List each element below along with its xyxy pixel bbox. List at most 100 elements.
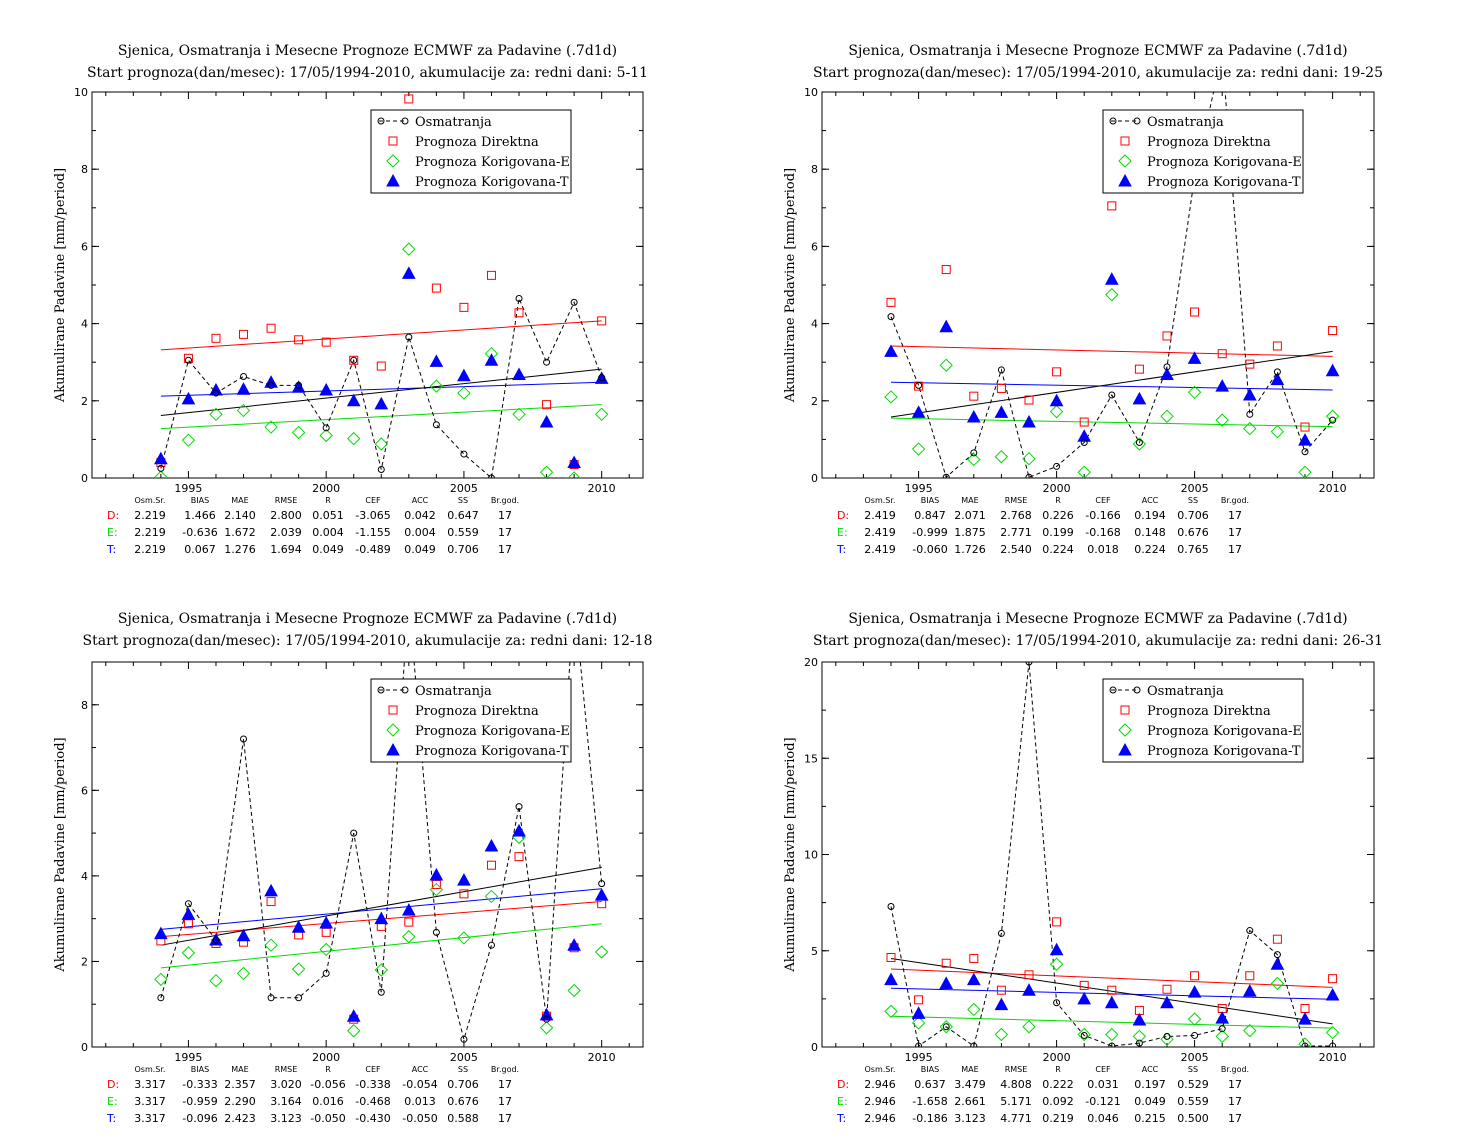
observed-point: [1053, 999, 1061, 1007]
corrected-e-forecast-point: [181, 433, 196, 447]
stats-value: 17: [1228, 526, 1242, 539]
stats-value: 4.771: [1000, 1112, 1032, 1125]
chart-subtitle: Start prognoza(dan/mesec): 17/05/1994-20…: [813, 65, 1383, 81]
corrected-t-forecast-point: [939, 976, 954, 989]
observed-point: [571, 595, 577, 601]
y-tick-label: 8: [81, 699, 88, 712]
y-tick-label: 10: [74, 86, 88, 99]
corrected-t-forecast-point: [1049, 942, 1064, 956]
y-tick-label: 4: [81, 870, 88, 883]
corrected-e-forecast-point: [1022, 1020, 1036, 1034]
corrected-e-forecast-point: [291, 962, 306, 976]
observed-trend-line: [890, 350, 1333, 418]
stats-value: 0.004: [404, 526, 436, 539]
observed-point: [570, 298, 578, 306]
x-tick-label: 1995: [174, 482, 202, 495]
y-tick-label: 2: [81, 955, 88, 968]
direct-forecast-trend-line: [890, 345, 1333, 357]
corrected-e-forecast-trend-line: [160, 923, 602, 969]
stats-value: -0.186: [912, 1112, 947, 1125]
corrected-t-forecast-point: [567, 938, 581, 951]
stats-header: RMSE: [275, 496, 298, 505]
legend-marker-corrected-e-forecast: [386, 154, 400, 168]
stats-value: -0.636: [182, 526, 217, 539]
y-tick-label: 2: [811, 395, 818, 408]
stats-header: Osm.Sr.: [865, 1065, 896, 1074]
direct-forecast-point: [1328, 326, 1338, 336]
corrected-e-forecast-point: [884, 390, 898, 404]
corrected-t-forecast-trend-line: [160, 888, 602, 930]
observed-point: [1163, 1032, 1171, 1040]
observed-point: [515, 803, 523, 811]
stats-value: 2.419: [864, 543, 896, 556]
corrected-e-forecast-point: [181, 946, 196, 960]
corrected-e-forecast-point: [347, 1024, 361, 1038]
stats-value: 17: [1228, 509, 1242, 522]
y-tick-label: 6: [81, 240, 88, 253]
stats-value: 0.224: [1134, 543, 1166, 556]
observed-point: [460, 450, 468, 458]
stats-value: 0.018: [1087, 543, 1119, 556]
stats-value: 0.706: [1177, 509, 1209, 522]
stats-value: 0.051: [312, 509, 344, 522]
corrected-t-forecast-trend-line: [160, 381, 602, 397]
corrected-t-forecast-point: [911, 1006, 926, 1019]
corrected-t-forecast-point: [264, 883, 278, 897]
direct-forecast-point: [183, 353, 193, 363]
corrected-t-forecast-point: [401, 266, 416, 279]
stats-header: ACC: [1142, 1065, 1159, 1074]
observed-point: [157, 464, 165, 472]
legend-marker-observed: [1133, 686, 1141, 694]
direct-forecast-point: [1300, 1004, 1310, 1013]
corrected-t-forecast-point: [512, 367, 526, 381]
x-tick-label: 2005: [450, 482, 478, 495]
stats-value: -0.468: [355, 1095, 390, 1108]
direct-forecast-point: [239, 329, 249, 339]
corrected-t-forecast-point: [457, 368, 471, 382]
corrected-t-forecast-point: [1187, 985, 1202, 998]
stats-table: Osm.Sr. BIAS MAE RMSE R CEF ACC SS Br.god. D: 2.41…: [836, 496, 1249, 556]
x-tick-label: 2000: [1043, 1051, 1071, 1064]
observed-point: [1246, 927, 1254, 935]
y-axis-label: Akumulirane Padavine [mm/period]: [783, 737, 798, 972]
corrected-t-forecast-point: [346, 393, 361, 407]
x-tick-label: 1995: [174, 1051, 202, 1064]
observed-point: [515, 295, 523, 303]
corrected-e-forecast-point: [1298, 1037, 1312, 1047]
observed-point: [350, 356, 358, 364]
direct-forecast-point: [486, 270, 496, 280]
stats-value: 0.148: [1134, 526, 1166, 539]
stats-value: 3.317: [134, 1112, 166, 1125]
stats-value: 2.039: [270, 526, 302, 539]
plot-area: [884, 662, 1340, 1047]
direct-forecast-trend-line: [160, 320, 602, 351]
stats-value: 0.226: [1042, 509, 1074, 522]
direct-forecast-point: [1107, 985, 1117, 995]
corrected-t-forecast-point: [346, 1009, 361, 1022]
corrected-e-forecast-point: [939, 1020, 953, 1034]
stats-value: 0.224: [1042, 543, 1074, 556]
direct-forecast-point: [1162, 984, 1172, 994]
y-tick-label: 4: [811, 318, 818, 331]
stats-value: 0.049: [312, 543, 344, 556]
stats-value: 0.765: [1177, 543, 1209, 556]
chart-title: Sjenica, Osmatranja i Mesecne Prognoze E…: [848, 43, 1347, 59]
stats-header: Br.god.: [1221, 496, 1249, 505]
stats-value: 2.219: [134, 543, 166, 556]
stats-value: 0.042: [404, 509, 436, 522]
stats-value: 0.706: [447, 543, 479, 556]
corrected-e-forecast-point: [402, 242, 416, 256]
legend-marker-observed: [1133, 117, 1141, 125]
observed-point: [295, 381, 303, 389]
direct-forecast-point: [1024, 970, 1034, 980]
corrected-t-forecast-point: [291, 380, 306, 393]
observed-point: [915, 1042, 923, 1047]
stats-header: MAE: [231, 1065, 248, 1074]
corrected-e-forecast-trend-line: [160, 404, 602, 430]
stats-value: 17: [1228, 1078, 1242, 1091]
stats-value: 1.276: [224, 543, 256, 556]
corrected-e-forecast-point: [994, 450, 1009, 464]
observed-point: [240, 372, 248, 380]
stats-value: 3.020: [270, 1078, 302, 1091]
